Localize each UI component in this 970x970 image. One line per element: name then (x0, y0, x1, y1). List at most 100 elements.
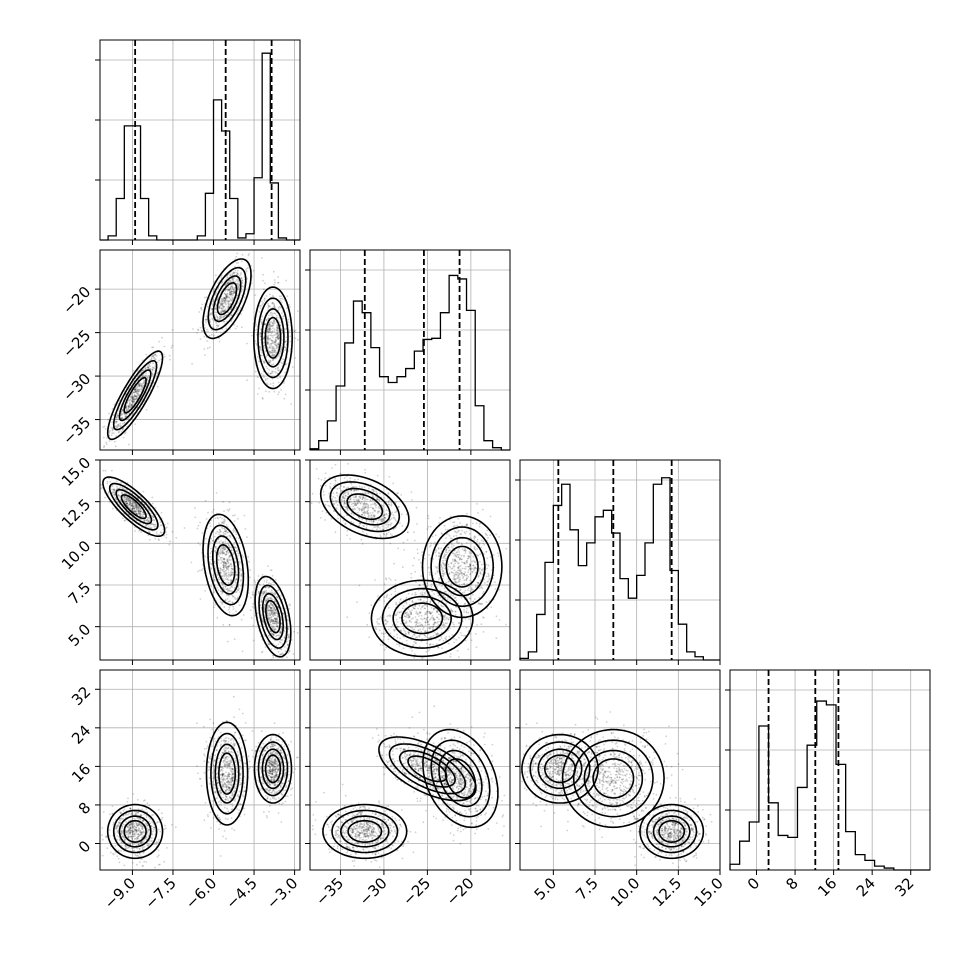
scatter-point (268, 327, 271, 330)
scatter-point (142, 375, 144, 378)
scatter-point (263, 362, 266, 365)
scatter-point (140, 386, 143, 388)
scatter-point (232, 290, 235, 292)
scatter-point (212, 777, 215, 780)
scatter-point (115, 420, 118, 423)
scatter-point (121, 408, 124, 411)
scatter-point (91, 487, 93, 489)
scatter-point (227, 531, 230, 534)
scatter-point (232, 294, 234, 297)
scatter-point (222, 316, 225, 319)
scatter-point (222, 522, 225, 524)
scatter-point (268, 361, 271, 364)
scatter-point (221, 307, 223, 309)
scatter-point (235, 582, 237, 584)
scatter-point (252, 594, 255, 596)
scatter-point (140, 389, 143, 391)
scatter-point (231, 278, 234, 281)
scatter-point (230, 280, 232, 282)
scatter-point (227, 305, 230, 308)
scatter-point (215, 492, 218, 494)
scatter-point (235, 262, 238, 264)
scatter-point (282, 612, 285, 615)
scatter-point (150, 512, 153, 515)
scatter-point (290, 403, 292, 405)
scatter-point (272, 614, 275, 617)
scatter-point (146, 844, 149, 847)
scatter-point (223, 305, 226, 308)
scatter-point (243, 296, 246, 298)
scatter-point (112, 852, 114, 855)
scatter-point (234, 596, 236, 599)
scatter-point (264, 323, 266, 326)
scatter-point (218, 531, 220, 534)
scatter-point (268, 328, 271, 331)
scatter-point (222, 558, 225, 560)
scatter-point (133, 503, 136, 506)
scatter-point (131, 829, 133, 832)
scatter-point (234, 759, 237, 762)
scatter-point (275, 644, 278, 647)
scatter-point (271, 575, 274, 577)
scatter-point (222, 583, 225, 586)
scatter-point (125, 821, 127, 823)
scatter-point (138, 847, 141, 850)
scatter-point (128, 406, 131, 408)
scatter-point (141, 832, 143, 834)
scatter-point (218, 551, 221, 554)
scatter-point (118, 425, 121, 428)
scatter-point (153, 523, 156, 526)
scatter-point (135, 826, 138, 829)
scatter-point (134, 828, 136, 831)
scatter-point (230, 546, 233, 549)
scatter-point (268, 612, 271, 614)
scatter-point (241, 650, 244, 653)
scatter-point (267, 325, 270, 327)
scatter-point (228, 289, 231, 292)
scatter-point (222, 306, 225, 309)
scatter-point (240, 313, 242, 315)
scatter-point (229, 274, 232, 277)
scatter-point (226, 294, 229, 297)
scatter-point (231, 573, 234, 576)
scatter-point (122, 409, 124, 412)
scatter-point (269, 373, 271, 375)
scatter-point (274, 619, 277, 621)
scatter-point (117, 830, 120, 833)
scatter-point (128, 400, 131, 403)
scatter-point (268, 604, 271, 607)
scatter-point (230, 293, 233, 296)
scatter-point (223, 300, 226, 302)
scatter-point (222, 570, 225, 573)
scatter-point (131, 500, 134, 502)
scatter-point (131, 821, 134, 824)
scatter-point (135, 829, 138, 832)
scatter-point (223, 552, 226, 554)
scatter-point (115, 826, 118, 829)
scatter-point (221, 785, 224, 787)
scatter-point (267, 338, 269, 340)
scatter-point (269, 597, 272, 599)
scatter-point (269, 351, 271, 353)
scatter-point (248, 560, 251, 563)
scatter-point (267, 336, 269, 338)
scatter-point (222, 835, 225, 838)
scatter-point (138, 824, 141, 826)
scatter-point (292, 366, 294, 368)
scatter-point (130, 503, 133, 505)
scatter-point (124, 496, 126, 498)
scatter-point (151, 502, 154, 505)
scatter-point (224, 301, 227, 303)
scatter-point (132, 849, 135, 852)
scatter-point (137, 843, 140, 845)
scatter-point (119, 486, 122, 489)
scatter-point (222, 305, 225, 308)
scatter-point (139, 512, 142, 515)
scatter-point (287, 628, 290, 631)
scatter-point (125, 845, 128, 848)
scatter-point (149, 368, 152, 371)
scatter-point (233, 541, 236, 544)
scatter-point (128, 502, 131, 504)
scatter-point (273, 318, 276, 321)
scatter-point (125, 415, 128, 417)
